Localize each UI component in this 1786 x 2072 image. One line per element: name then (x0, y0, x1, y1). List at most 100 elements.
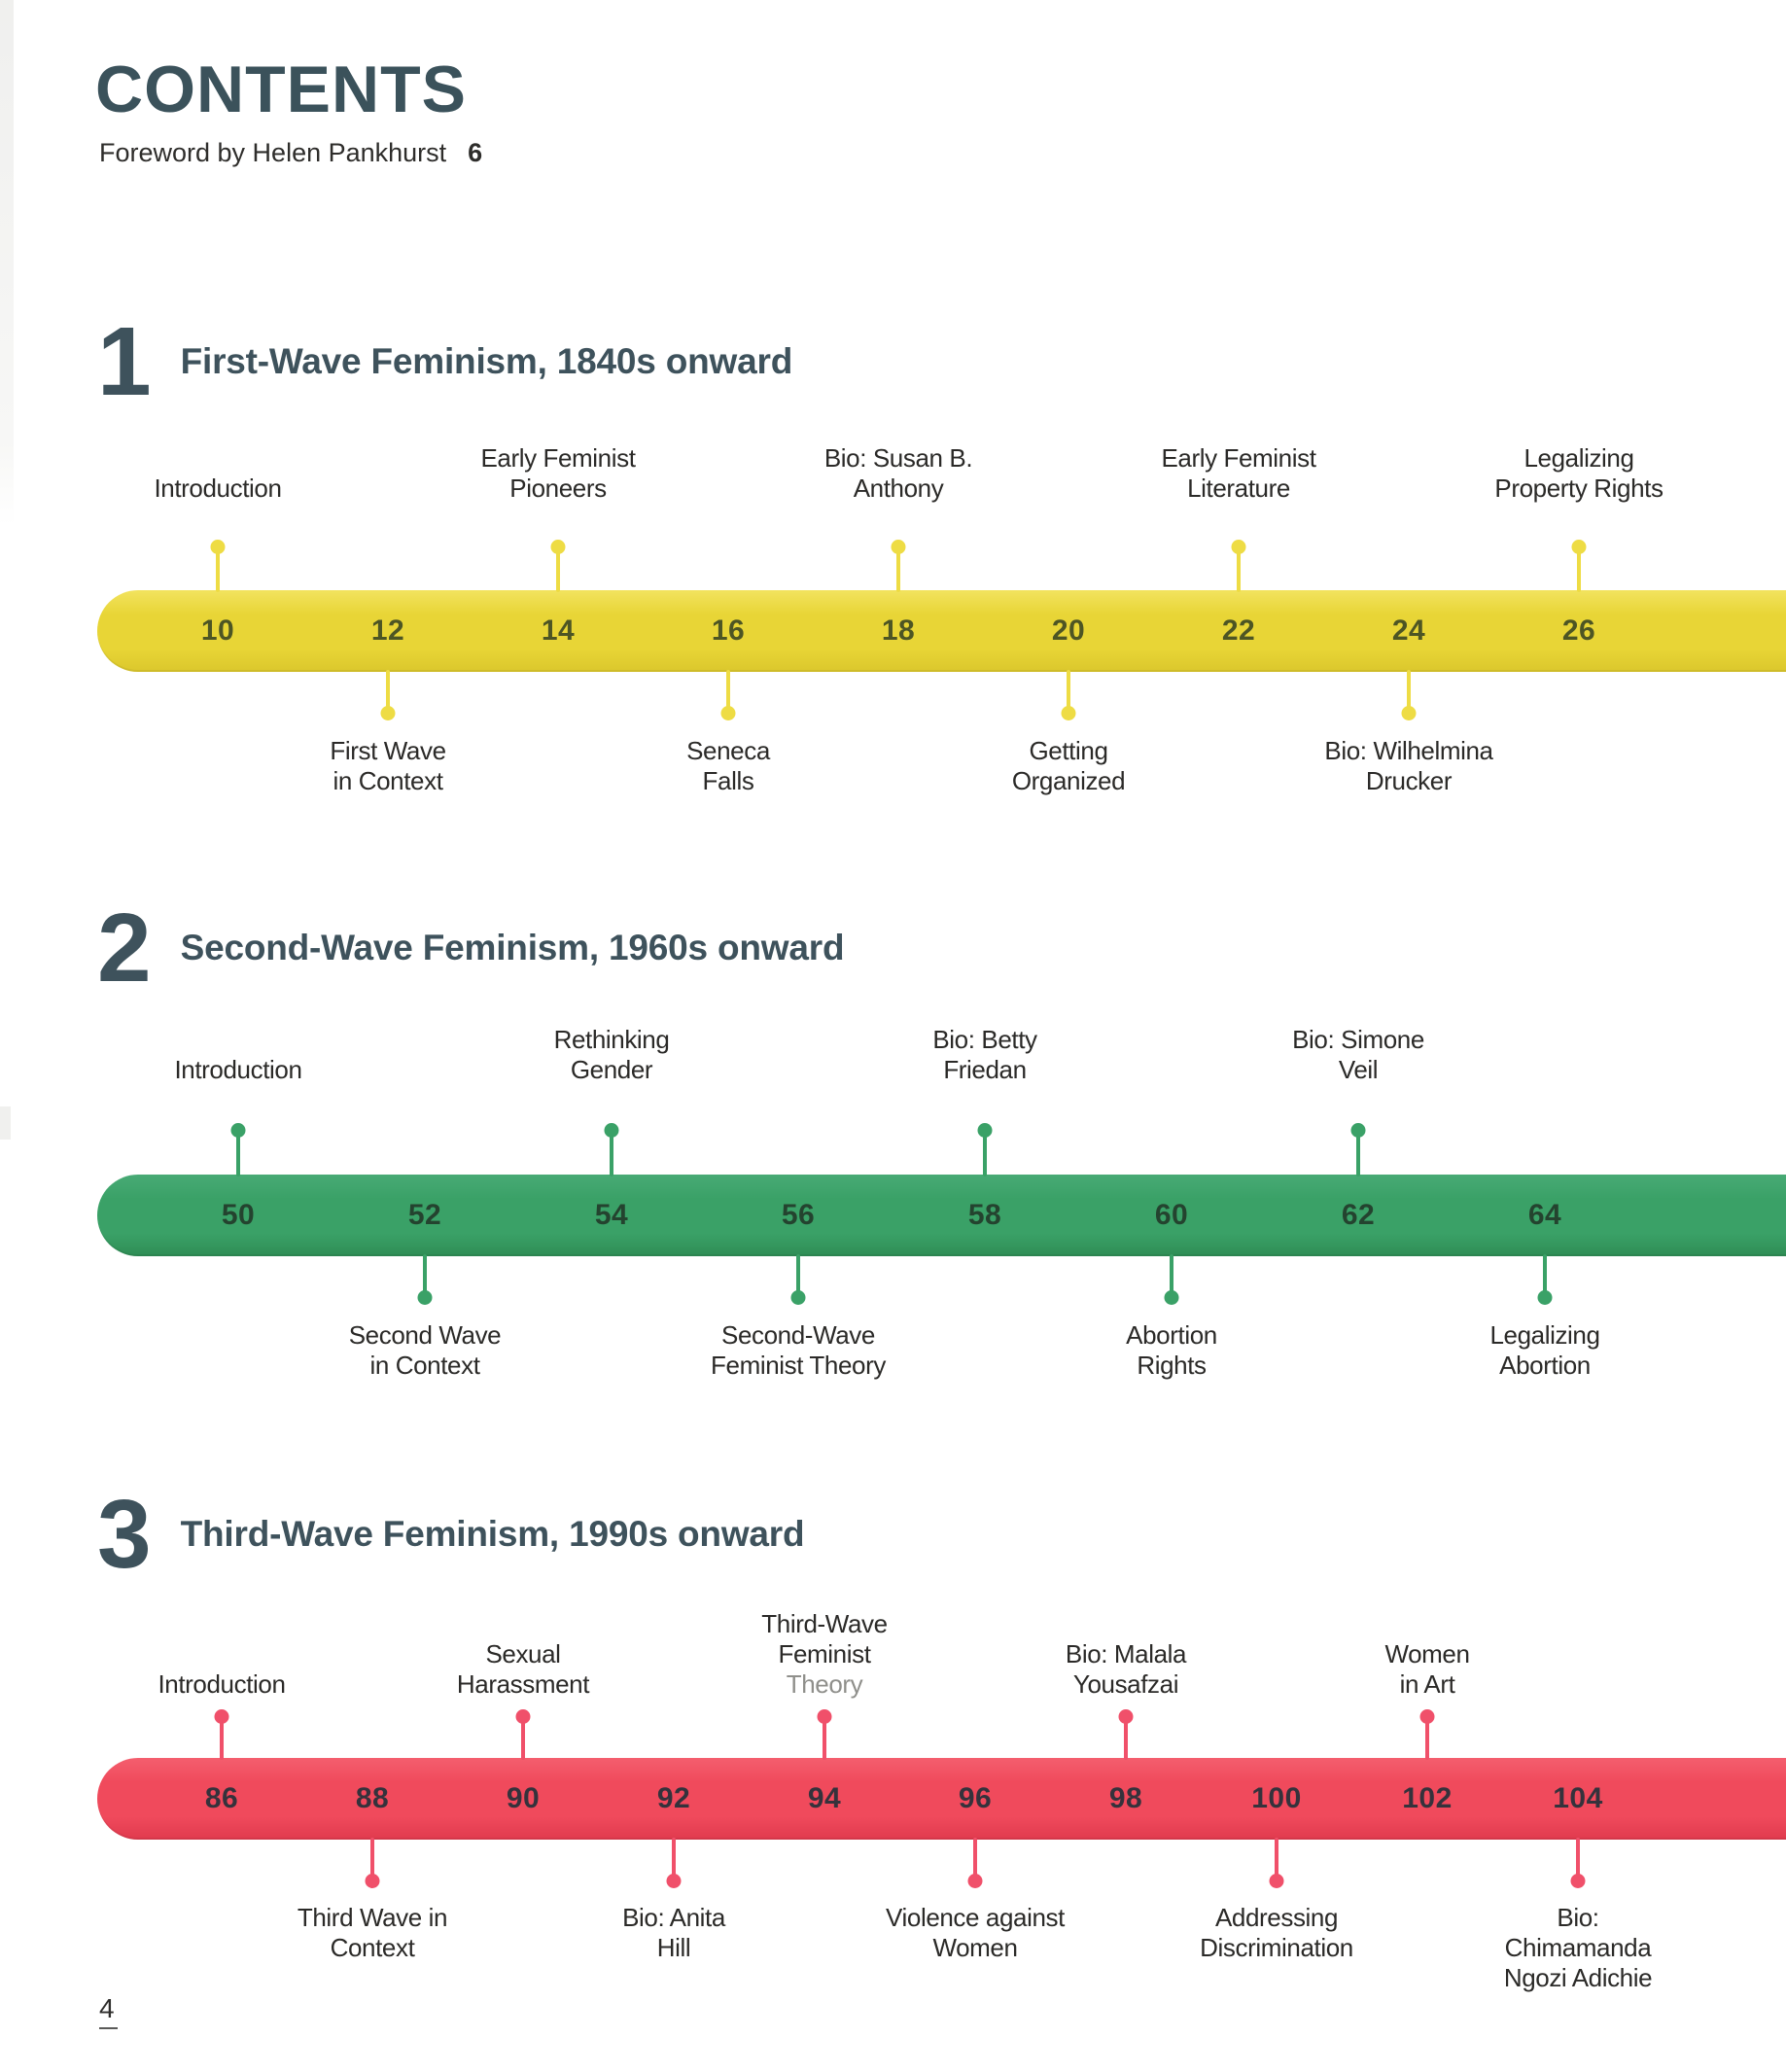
toc-entry-label: Bio: Chimamanda Ngozi Adichie (1504, 1903, 1653, 1993)
toc-entry-label-line: Feminist Theory (711, 1351, 886, 1380)
toc-entry-label-line: Bio: Simone (1292, 1025, 1424, 1054)
toc-entry-label: Getting Organized (1012, 736, 1126, 796)
toc-entry-label-line: Legalizing (1489, 1320, 1600, 1350)
timeline-pin-dot (790, 1290, 806, 1305)
toc-entry-label: Bio: Anita Hill (622, 1903, 725, 1963)
toc-entry-label-line: Second Wave (348, 1320, 502, 1350)
timeline-page-number: 62 (1341, 1199, 1376, 1231)
toc-entry-label-line: Rights (1137, 1351, 1207, 1380)
timeline-pin-dot (891, 540, 906, 554)
toc-entry-label: Introduction (158, 1669, 285, 1700)
toc-entry-label-line: Discrimination (1200, 1933, 1353, 1962)
toc-entry-label-line: Drucker (1365, 766, 1453, 795)
toc-entry-label: Bio: Malala Yousafzai (1065, 1639, 1187, 1700)
section-chapter-number: 2 (97, 894, 152, 1002)
toc-entry-label: Bio: Simone Veil (1292, 1025, 1424, 1085)
timeline-pin-stem (386, 670, 390, 709)
timeline-pin-stem (1577, 551, 1581, 592)
timeline-pin-dot (1231, 540, 1246, 554)
timeline-page-number: 64 (1527, 1199, 1562, 1231)
timeline-page-number: 26 (1561, 615, 1596, 647)
toc-entry-label-line: Bio: Malala (1065, 1639, 1187, 1668)
toc-entry-label-line: Bio: (1557, 1903, 1599, 1932)
toc-entry-label-line: Sexual (485, 1639, 561, 1668)
toc-entry-label-line: in Context (369, 1351, 480, 1380)
timeline-pin-stem (896, 551, 900, 592)
toc-entry-label: Addressing Discrimination (1200, 1903, 1353, 1963)
toc-entry-label-line: Yousafzai (1072, 1669, 1179, 1699)
timeline-page-number: 96 (958, 1782, 993, 1814)
timeline-pin-dot (1164, 1290, 1179, 1305)
timeline-pin-dot (1269, 1874, 1284, 1888)
toc-entry-label-line: Chimamanda (1504, 1933, 1652, 1962)
timeline-page-number: 100 (1251, 1782, 1302, 1814)
timeline-pin-dot (1571, 540, 1587, 554)
toc-entry-label-line: in Art (1399, 1669, 1455, 1699)
toc-entry-label-line: Introduction (158, 1669, 286, 1699)
timeline-page-number: 60 (1154, 1199, 1189, 1231)
toc-entry-label: Sexual Harassment (457, 1639, 590, 1700)
timeline-page-number: 20 (1051, 615, 1086, 647)
timeline-pin-dot (417, 1290, 433, 1305)
section-heading: 3 Third-Wave Feminism, 1990s onward (97, 1480, 805, 1589)
toc-entry-label-line: Hill (656, 1933, 691, 1962)
toc-entry-label-line: Women (1384, 1639, 1470, 1668)
toc-entry-label-line: Bio: Susan B. (823, 443, 973, 473)
foreword-page-number: 6 (468, 138, 483, 167)
timeline-pin-dot (210, 540, 226, 554)
toc-entry-label: Abortion Rights (1126, 1320, 1217, 1381)
timeline-pin-dot (365, 1874, 380, 1888)
section-heading: 1 First-Wave Feminism, 1840s onward (97, 308, 792, 415)
section-title: Third-Wave Feminism, 1990s onward (180, 1514, 805, 1554)
timeline-pin-dot (1570, 1874, 1586, 1888)
foreword-label: Foreword by Helen Pankhurst (99, 138, 447, 167)
timeline-pin-dot (515, 1709, 531, 1724)
toc-entry-label-line: Seneca (686, 736, 770, 765)
timeline-pin-stem (1170, 1254, 1173, 1293)
timeline-pin-stem (1543, 1254, 1547, 1293)
toc-entry-label-line: Friedan (943, 1055, 1027, 1084)
toc-entry-label: Early Feminist Pioneers (480, 443, 636, 504)
timeline-page-number: 24 (1391, 615, 1426, 647)
timeline-pin-dot (1401, 706, 1417, 720)
timeline-pin-dot (977, 1123, 993, 1138)
timeline-pin-stem (672, 1838, 676, 1877)
timeline-pin-stem (796, 1254, 800, 1293)
toc-entry-label-line: Falls (702, 766, 754, 795)
toc-entry-label-line: Third-Wave (761, 1609, 888, 1638)
toc-entry-label-line: Literature (1187, 474, 1290, 503)
timeline-page-number: 94 (807, 1782, 842, 1814)
timeline-pin-stem (220, 1721, 224, 1760)
page-title: CONTENTS (95, 53, 467, 126)
section-chapter-number: 3 (97, 1480, 152, 1589)
toc-entry-label-line: Introduction (154, 474, 282, 503)
toc-entry-label-line: Pioneers (509, 474, 607, 503)
scan-artifact (0, 0, 14, 525)
timeline-page-number: 14 (541, 615, 576, 647)
timeline-pin-dot (380, 706, 396, 720)
toc-entry-label: Third-Wave Feminist Theory (761, 1609, 888, 1700)
toc-entry-label-line: Bio: Wilhelmina (1324, 736, 1493, 765)
timeline-page-number: 104 (1553, 1782, 1603, 1814)
timeline-pin-stem (1425, 1721, 1429, 1760)
timeline-pin-stem (610, 1135, 613, 1176)
toc-entry-label: Rethinking Gender (554, 1025, 670, 1085)
timeline-pin-dot (550, 540, 566, 554)
toc-entry-label: Legalizing Property Rights (1494, 443, 1663, 504)
toc-entry-label: Introduction (154, 474, 281, 504)
toc-entry-label: Second-Wave Feminist Theory (711, 1320, 886, 1381)
toc-entry-label-line: in Context (333, 766, 443, 795)
timeline-page-number: 12 (370, 615, 405, 647)
timeline-page-number: 58 (967, 1199, 1002, 1231)
timeline-pin-dot (1061, 706, 1076, 720)
toc-entry-label-line: Legalizing (1523, 443, 1634, 473)
page-number: 4 (99, 1993, 118, 2029)
timeline-pin-stem (1237, 551, 1241, 592)
toc-entry-label-line: Abortion (1126, 1320, 1217, 1350)
timeline-pin-stem (1576, 1838, 1580, 1877)
timeline-bar (97, 590, 1786, 672)
toc-entry-label-line: Women (932, 1933, 1018, 1962)
timeline-pin-dot (1537, 1290, 1553, 1305)
